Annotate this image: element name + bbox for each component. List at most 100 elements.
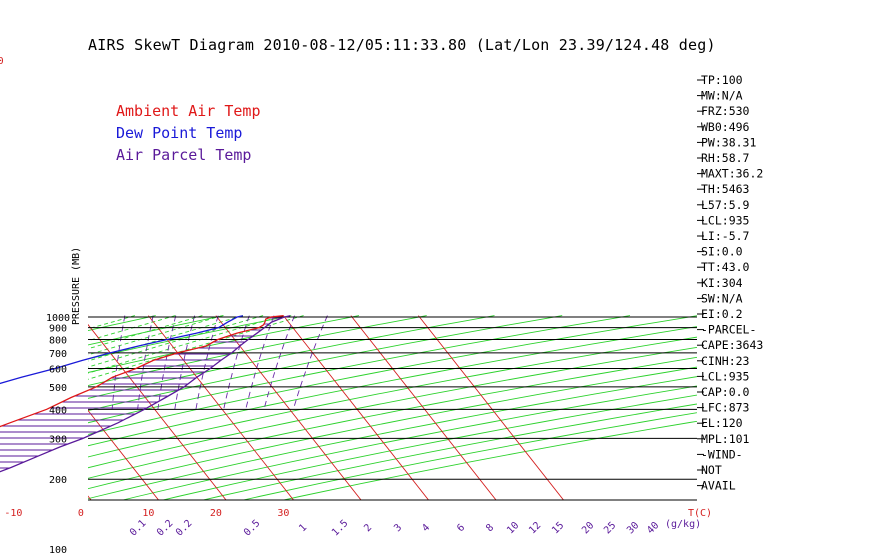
series-line-2 [0,315,291,473]
mixing-ratio-line [223,315,250,410]
isotherm-line [283,315,430,500]
pressure-tick-100: 100 [49,545,67,556]
stat-label: TT:43.0 [701,260,750,274]
pressure-tick-400: 400 [49,405,67,416]
pressure-tick-300: 300 [49,434,67,445]
mixing-ratio-tick: 0.1 [128,518,149,539]
dry-adiabat-line [281,420,697,500]
dry-adiabat-line [88,315,427,387]
stat-label: LFC:873 [701,401,750,415]
mixing-ratio-tick: 12 [527,520,543,536]
top-temp-tick: -40 [0,56,4,67]
isotherm-line [418,315,565,500]
pressure-tick-500: 500 [49,383,67,394]
mixing-ratio-tick: 1 [297,522,309,534]
dry-adiabat-line [241,412,697,500]
mixing-ratio-line [137,315,154,410]
bottom-temp-tick: 0 [78,508,84,519]
pressure-tick-800: 800 [49,335,67,346]
dry-adiabat-line [121,385,697,500]
moist-adiabat-line [88,315,304,380]
stat-label: PW:38.31 [701,135,756,149]
mixing-ratio-tick: 0.2 [155,518,176,539]
bottom-temp-tick: 20 [210,508,222,519]
stat-label: CAPE:3643 [701,338,763,352]
stat-label: LCL:935 [701,213,749,227]
mixing-ratio-tick: 40 [645,520,661,536]
pressure-tick-1000: 1000 [46,313,70,324]
mixing-ratio-tick: 20 [580,520,596,536]
mixing-ratio-tick: 25 [602,520,618,536]
mixing-ratio-tick: 1.5 [330,518,351,539]
mixing-ratio-tick: 30 [625,520,641,536]
stat-label: -WIND- [701,447,743,461]
mixing-ratio-tick: 10 [505,520,521,536]
isotherm-line [148,315,295,500]
dry-adiabat-line [161,394,697,500]
dry-adiabat-line [88,315,697,435]
chart-title: AIRS SkewT Diagram 2010-08-12/05:11:33.8… [88,36,716,54]
dry-adiabat-line [88,315,631,424]
pressure-tick-600: 600 [49,364,67,375]
series-line-0 [0,315,284,428]
mixing-ratio-line [111,315,126,410]
series-line-1 [0,315,244,385]
stat-label: CINH:23 [701,354,750,368]
moist-adiabat-line [88,315,244,362]
stat-label: EL:120 [701,416,743,430]
dry-adiabat-line [88,315,563,412]
stat-label: SI:0.0 [701,245,743,259]
dry-adiabat-line [88,336,697,458]
isotherm-line [88,409,160,500]
bottom-temp-tick: 10 [142,508,154,519]
isotherm-line [350,315,497,500]
pressure-tick-700: 700 [49,349,67,360]
stat-label: MW:N/A [701,89,743,103]
stat-label: NOT [701,463,722,477]
stat-label: EI:0.2 [701,307,743,321]
stat-label: KI:304 [701,276,743,290]
dry-adiabat-line [88,315,292,360]
stat-label: RH:58.7 [701,151,750,165]
isotherm-line [215,315,362,500]
stat-label: L57:5.9 [701,198,750,212]
pressure-tick-200: 200 [49,475,67,486]
mixing-ratio-line [77,316,86,410]
stat-label: MAXT:36.2 [701,167,763,181]
y-axis-label: PRESSURE (MB) [71,247,82,325]
mixing-ratio-tick: 2 [362,522,374,534]
legend-entry: Ambient Air Temp [116,102,261,120]
dry-adiabat-line [88,356,697,479]
dry-adiabat-line [88,376,697,500]
stat-label: AVAIL [701,479,736,493]
mixing-ratio-unit: (g/kg) [665,519,701,530]
stat-label: LI:-5.7 [701,229,750,243]
dry-adiabat-line [88,315,360,373]
stat-label: MPL:101 [701,432,750,446]
pressure-tick-900: 900 [49,324,67,335]
mixing-ratio-tick: 6 [455,522,467,534]
stat-label: -PARCEL- [701,323,756,337]
x-axis-label: T(C) [688,508,712,519]
legend-entry: Air Parcel Temp [116,146,251,164]
mixing-ratio-tick: 3 [392,522,404,534]
stat-label: LCL:935 [701,369,749,383]
bottom-temp-tick: -10 [4,508,22,519]
stat-label: WB0:496 [701,120,750,134]
moist-adiabat-line [88,315,284,374]
moist-adiabat-line [88,315,203,350]
mixing-ratio-tick: 0.5 [242,518,263,539]
isotherm-line [88,323,227,500]
dry-adiabat-line [88,315,495,399]
moist-adiabat-line [88,315,176,342]
stat-label: FRZ:530 [701,104,750,118]
mixing-ratio-tick: 8 [484,522,496,534]
legend-entry: Dew Point Temp [116,124,242,142]
dry-adiabat-line [88,326,697,447]
stat-label: SW:N/A [701,291,743,305]
mixing-ratio-tick: 0.2 [174,518,195,539]
mixing-ratio-tick: 15 [550,520,566,536]
dry-adiabat-line [88,366,697,490]
moist-adiabat-line [88,315,264,368]
